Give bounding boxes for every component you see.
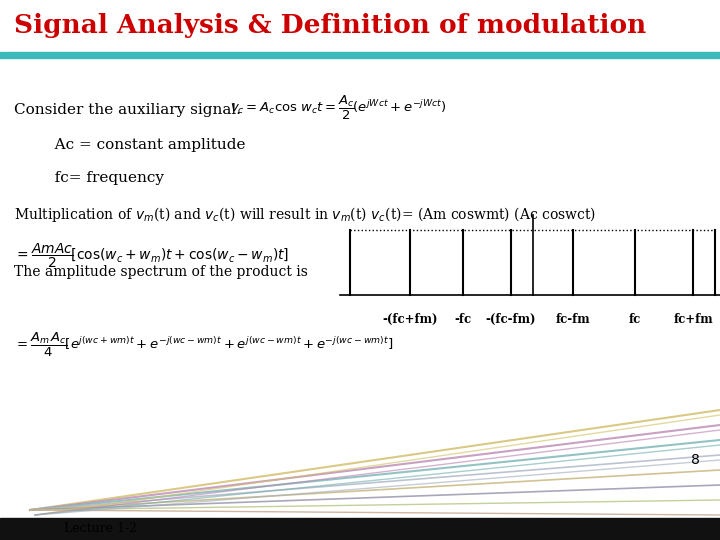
Text: Multiplication of $v_m$(t) and $v_c$(t) will result in $v_m$(t) $v_c$(t)= (Am co: Multiplication of $v_m$(t) and $v_c$(t) … [14, 206, 596, 225]
Text: Ac = constant amplitude: Ac = constant amplitude [40, 138, 246, 152]
Text: -(fc-fm): -(fc-fm) [485, 313, 536, 326]
Text: Lecture 1-2: Lecture 1-2 [63, 523, 137, 536]
Text: Signal Analysis & Definition of modulation: Signal Analysis & Definition of modulati… [14, 14, 647, 38]
Text: -fc: -fc [454, 313, 472, 326]
Text: fc-fm: fc-fm [555, 313, 590, 326]
Text: Consider the auxiliary signal.: Consider the auxiliary signal. [14, 103, 241, 117]
Text: -(fc+fm): -(fc+fm) [382, 313, 438, 326]
Text: 8: 8 [691, 453, 700, 467]
Bar [0, 52, 720, 58]
Bar [0, 518, 720, 540]
Text: fc: fc [629, 313, 641, 326]
Text: $v_c = A_c \cos\,w_c t = \dfrac{A_c}{2}\!\left(e^{jWct} + e^{-jWct}\right)$: $v_c = A_c \cos\,w_c t = \dfrac{A_c}{2}\… [230, 94, 446, 122]
Text: The amplitude spectrum of the product is: The amplitude spectrum of the product is [14, 265, 308, 279]
Text: $= \dfrac{AmAc}{2}\!\left[\cos(w_c + w_m)t + \cos(w_c - w_m)t\right]$: $= \dfrac{AmAc}{2}\!\left[\cos(w_c + w_m… [14, 242, 289, 270]
Text: fc= frequency: fc= frequency [40, 171, 164, 185]
Text: $= \dfrac{A_m\,A_c}{4}\!\left[e^{j(wc+wm)t} + e^{-j(wc-wm)t} + e^{j(wc-wm)t} + e: $= \dfrac{A_m\,A_c}{4}\!\left[e^{j(wc+wm… [14, 331, 393, 359]
Bar [0, 0, 720, 52]
Text: fc+fm: fc+fm [673, 313, 713, 326]
